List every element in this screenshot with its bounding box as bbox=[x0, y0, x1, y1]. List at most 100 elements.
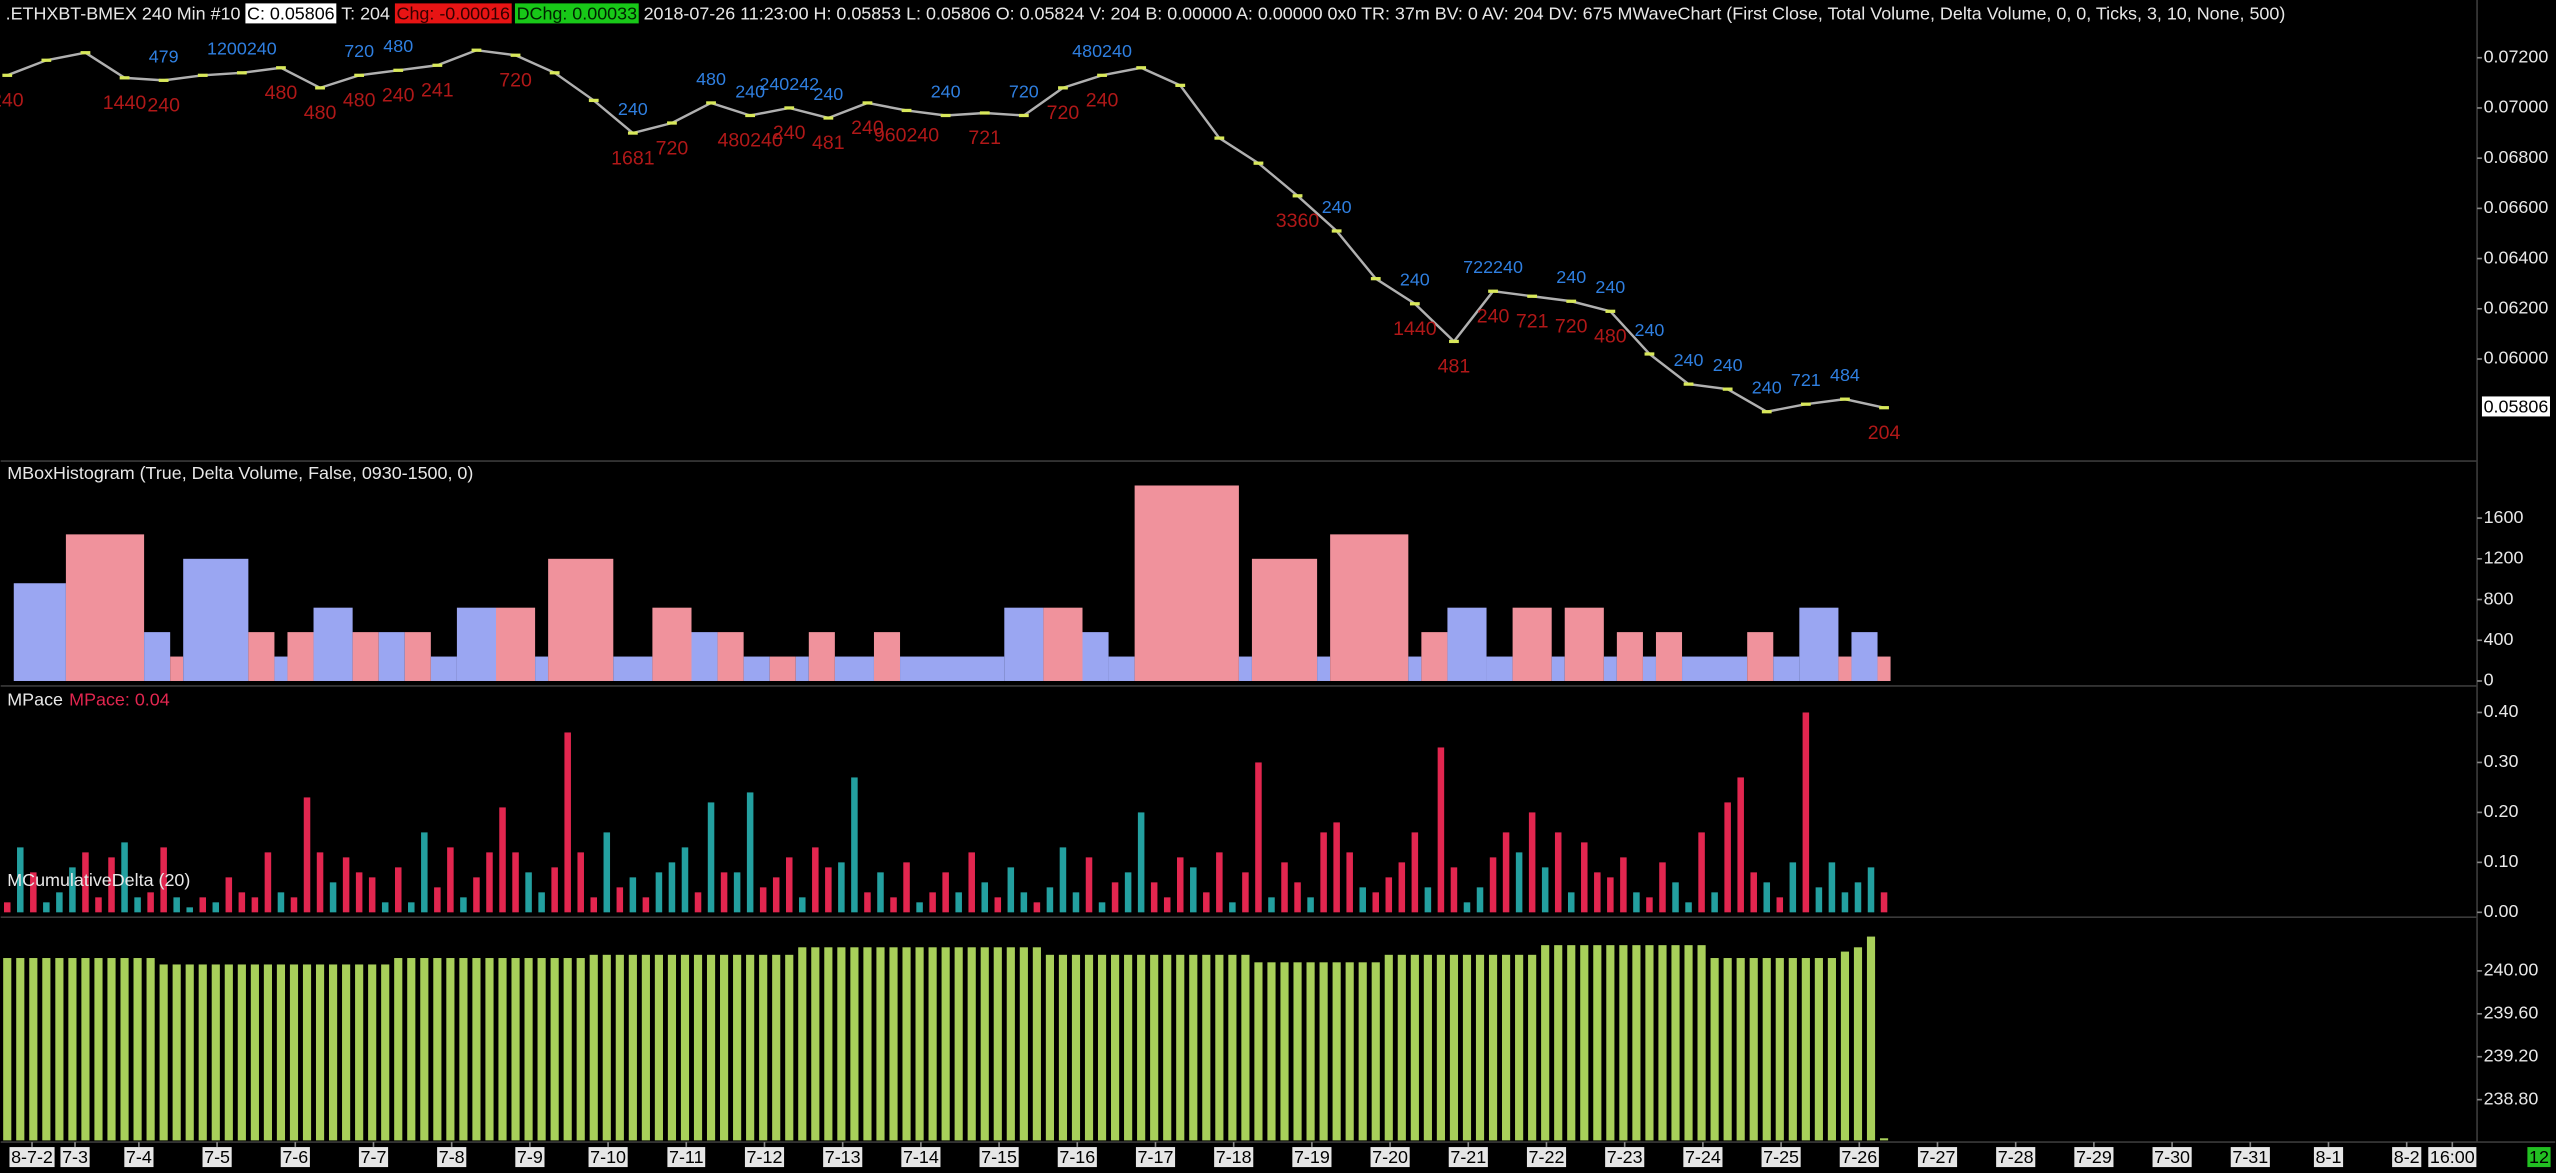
wave-label: 480 bbox=[343, 90, 376, 112]
pace-bar bbox=[1463, 902, 1471, 913]
pace-bar bbox=[290, 897, 298, 913]
pace-bar bbox=[43, 902, 50, 913]
delta-bar bbox=[876, 947, 885, 1141]
y-tick-label: 0.06000 bbox=[2484, 348, 2549, 368]
delta-bar bbox=[198, 964, 207, 1141]
delta-bar bbox=[1671, 945, 1680, 1141]
price-point bbox=[1644, 352, 1655, 356]
delta-bar bbox=[1293, 962, 1302, 1141]
y-tick-label: 400 bbox=[2484, 629, 2514, 649]
wave-label: 240 bbox=[931, 81, 961, 101]
x-tick-label: 7-29 bbox=[2076, 1147, 2112, 1167]
x-tick-badge bbox=[202, 1147, 232, 1168]
delta-bar bbox=[237, 964, 246, 1141]
pace-bar bbox=[460, 897, 467, 913]
pace-bar bbox=[447, 847, 454, 913]
pace-bar bbox=[1124, 872, 1132, 913]
pace-bar bbox=[56, 892, 63, 913]
x-tick-badge bbox=[2392, 1147, 2422, 1168]
pace-bar bbox=[121, 842, 128, 913]
box bbox=[1616, 632, 1643, 681]
pace-bar bbox=[981, 882, 989, 913]
pace-bar bbox=[681, 847, 689, 913]
box bbox=[1799, 607, 1839, 681]
box bbox=[717, 632, 744, 681]
delta-bar bbox=[863, 947, 872, 1141]
x-tick-badge bbox=[124, 1147, 154, 1168]
pace-bar bbox=[1567, 892, 1575, 913]
delta-bar bbox=[798, 947, 807, 1141]
header-delta-change: DChg: 0.00033 bbox=[517, 3, 637, 23]
pace-bar bbox=[434, 887, 441, 913]
price-point bbox=[1879, 406, 1889, 410]
delta-bar bbox=[1801, 958, 1810, 1141]
y-tick-label: 238.80 bbox=[2484, 1088, 2539, 1108]
pace-bar bbox=[421, 832, 428, 913]
delta-bar bbox=[1606, 945, 1615, 1141]
wave-label: 240 bbox=[1086, 90, 1119, 112]
delta-bar bbox=[1814, 958, 1823, 1141]
x-tick-badge bbox=[1057, 1147, 1097, 1168]
wave-label: 240 bbox=[1674, 350, 1704, 370]
delta-bar bbox=[1736, 958, 1745, 1141]
delta-bar bbox=[537, 958, 546, 1141]
delta-bar bbox=[680, 954, 690, 1141]
delta-bar bbox=[1488, 954, 1498, 1141]
pace-bar bbox=[720, 872, 728, 913]
x-tick-label: 7-15 bbox=[981, 1147, 1017, 1167]
x-tick-label: 7-11 bbox=[669, 1147, 704, 1167]
pace-bar bbox=[746, 792, 754, 913]
x-tick-label: 7-25 bbox=[1763, 1147, 1799, 1167]
delta-bar bbox=[289, 964, 299, 1141]
x-tick-label: 7-31 bbox=[2232, 1147, 2268, 1167]
wave-label: 240 bbox=[813, 84, 843, 104]
wave-label: 1440 bbox=[103, 92, 147, 114]
delta-bar bbox=[1032, 947, 1041, 1141]
delta-bar bbox=[1762, 958, 1771, 1141]
pace-bar bbox=[772, 877, 780, 913]
pace-bar bbox=[942, 872, 949, 913]
delta-bar bbox=[1866, 936, 1876, 1141]
price-point bbox=[1488, 289, 1498, 293]
price-point bbox=[549, 71, 560, 75]
box bbox=[1682, 656, 1748, 681]
wave-label: 240 bbox=[0, 90, 24, 112]
y-tick-label: 0.30 bbox=[2484, 751, 2519, 771]
x-tick-badge bbox=[358, 1147, 389, 1168]
pace-bar bbox=[69, 867, 76, 913]
x-tick-badge bbox=[2230, 1147, 2270, 1168]
delta-bar bbox=[1097, 954, 1107, 1141]
price-point bbox=[1136, 66, 1147, 70]
wave-label: 240 bbox=[773, 122, 806, 144]
wave-label: 240 bbox=[735, 81, 765, 101]
header-symbol: .ETHXBT-BMEX 240 Min #10 bbox=[6, 3, 241, 23]
y-tick-label: 0.00 bbox=[2484, 901, 2519, 921]
price-point bbox=[1331, 229, 1342, 233]
y-tick-label: 800 bbox=[2484, 588, 2514, 608]
pace-bar bbox=[1854, 882, 1862, 913]
delta-bar bbox=[1423, 954, 1432, 1141]
box bbox=[404, 632, 431, 681]
wave-label: 241 bbox=[421, 80, 454, 102]
pace-bar bbox=[1554, 832, 1562, 913]
pace-bar bbox=[1033, 902, 1041, 913]
wave-label: 240 bbox=[1556, 267, 1586, 287]
box bbox=[1551, 656, 1565, 681]
x-tick-label: 7-23 bbox=[1607, 1147, 1643, 1167]
pace-bar bbox=[329, 882, 337, 913]
pace-bar bbox=[1398, 862, 1406, 913]
delta-bar bbox=[1697, 945, 1706, 1141]
box bbox=[430, 656, 457, 681]
wave-label: 720 bbox=[1555, 316, 1588, 338]
x-tick-badge bbox=[515, 1147, 545, 1168]
price-point bbox=[1605, 309, 1616, 313]
pace-bar bbox=[186, 907, 193, 913]
pace-bar bbox=[1163, 897, 1171, 913]
pace-bar bbox=[851, 777, 858, 913]
y-tick-label: 0.10 bbox=[2484, 851, 2519, 871]
delta-bar bbox=[368, 964, 377, 1141]
price-point bbox=[1214, 136, 1225, 140]
delta-bar bbox=[107, 958, 116, 1141]
box bbox=[1838, 656, 1852, 681]
